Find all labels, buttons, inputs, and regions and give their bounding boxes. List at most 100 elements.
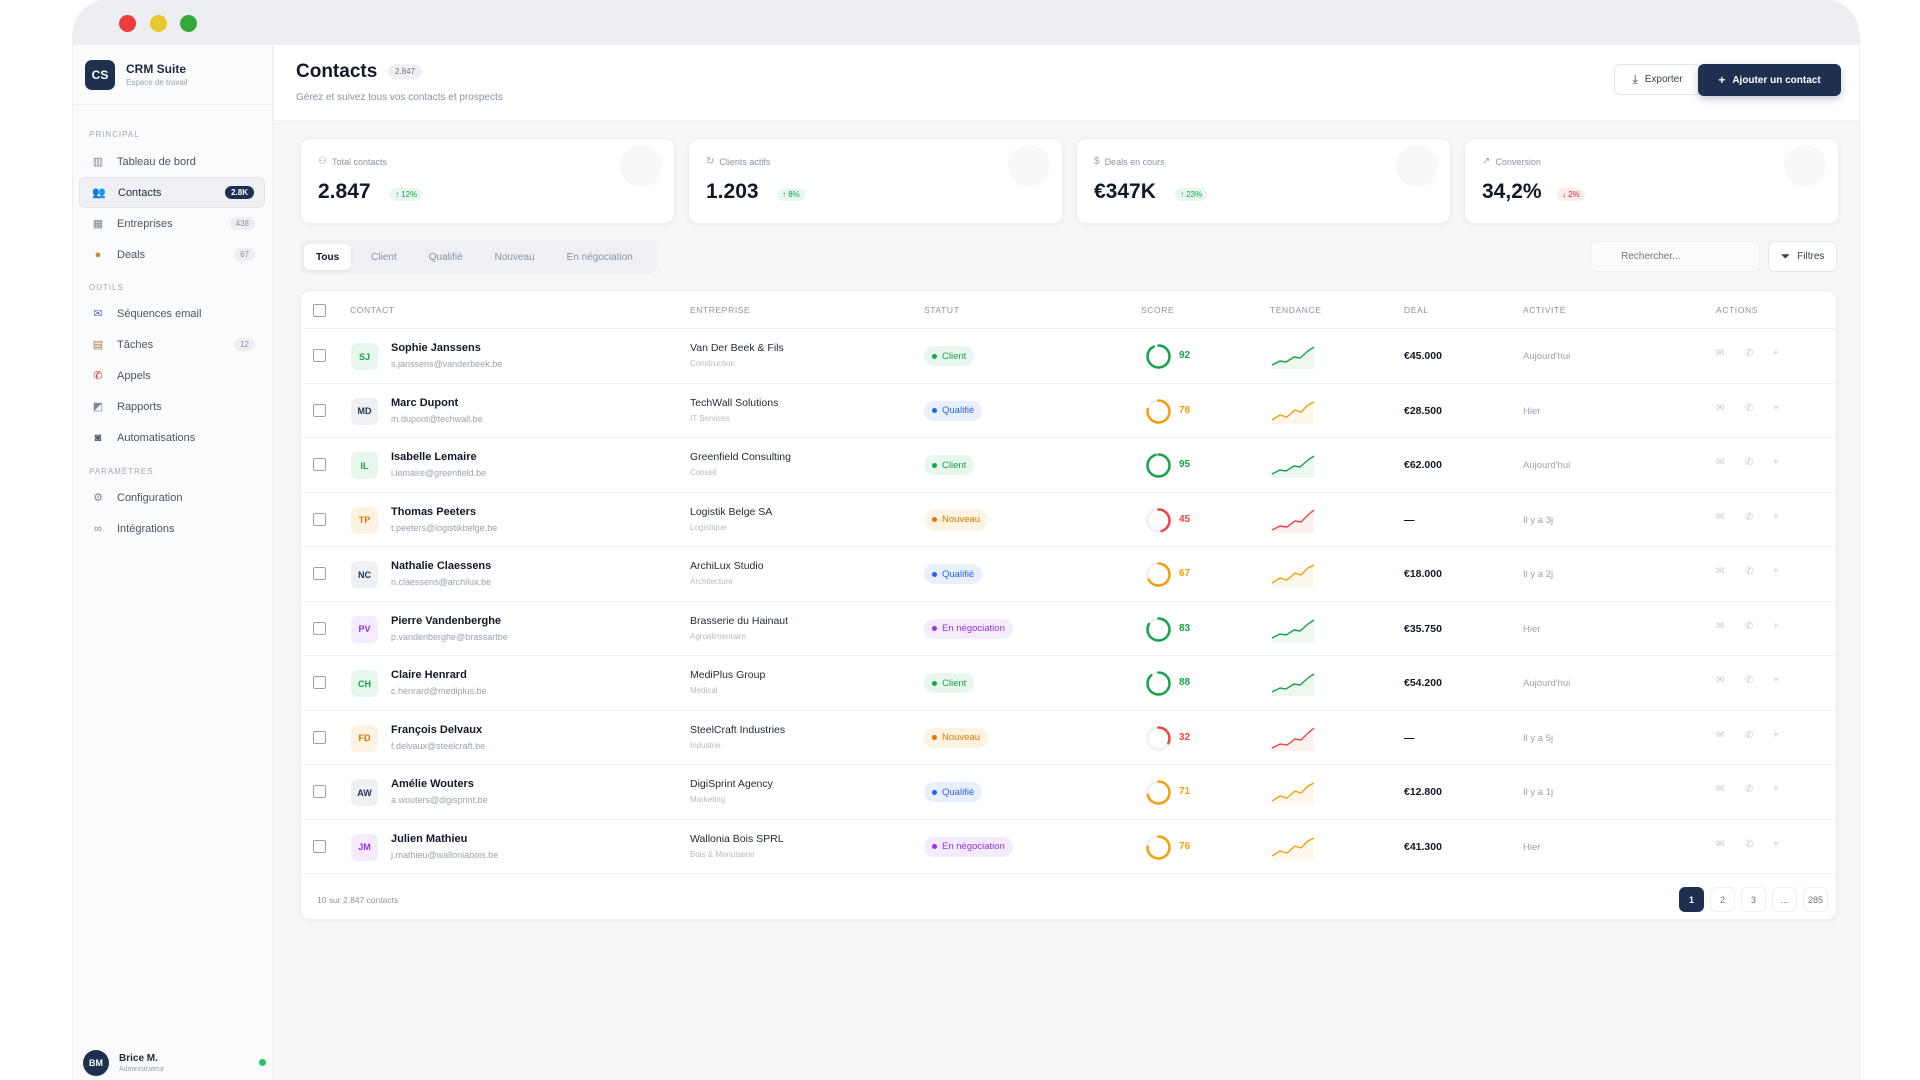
contact-name[interactable]: Amélie Wouters (391, 778, 474, 790)
tab-nouveau[interactable]: Nouveau (494, 251, 535, 263)
sidebar-item-integrations[interactable]: ∞ Intégrations (79, 513, 265, 544)
email-icon[interactable]: ✉ (1716, 784, 1725, 795)
table-row[interactable]: AW Amélie Wouters a.wouters@digisprint.b… (301, 765, 1836, 820)
row-checkbox[interactable] (313, 730, 326, 744)
table-row[interactable]: CH Claire Henrard c.henrard@mediplus.be … (301, 656, 1836, 711)
row-checkbox[interactable] (313, 567, 326, 580)
column-header-entreprise[interactable]: ENTREPRISE (690, 305, 751, 315)
page-1-button[interactable]: 1 (1679, 887, 1704, 912)
sidebar-item-rapports[interactable]: ◩ Rapports (79, 391, 265, 422)
company-name[interactable]: Wallonia Bois SPRL (690, 832, 784, 845)
table-row[interactable]: SJ Sophie Janssens s.janssens@vanderbeek… (301, 329, 1836, 384)
close-window-button[interactable] (119, 15, 136, 32)
phone-icon[interactable]: ✆ (1745, 675, 1754, 686)
row-checkbox[interactable] (313, 349, 326, 362)
sidebar-item-entreprises[interactable]: ▦ Entreprises 438 (79, 208, 265, 239)
company-name[interactable]: Greenfield Consulting (690, 451, 791, 463)
sidebar-item-contacts[interactable]: 👥 Contacts 2.8K (79, 177, 265, 208)
phone-icon[interactable]: ✆ (1745, 348, 1754, 359)
filters-button[interactable]: ⏷ Filtres (1768, 241, 1837, 272)
table-row[interactable]: MD Marc Dupont m.dupont@techwall.be Tech… (301, 384, 1836, 438)
phone-icon[interactable]: ✆ (1745, 457, 1754, 468)
phone-icon[interactable]: ✆ (1745, 620, 1754, 632)
email-icon[interactable]: ✉ (1716, 838, 1725, 850)
select-all-checkbox[interactable] (313, 304, 326, 317)
row-checkbox[interactable] (313, 839, 326, 853)
phone-icon[interactable]: ✆ (1745, 511, 1754, 523)
page-285-button[interactable]: 285 (1803, 887, 1828, 912)
company-name[interactable]: SteelCraft Industries (690, 723, 786, 736)
add-contact-button[interactable]: + Ajouter un contact (1698, 64, 1841, 96)
company-name[interactable]: Brasserie du Hainaut (690, 614, 789, 627)
more-icon[interactable]: + (1773, 511, 1779, 523)
contact-name[interactable]: Claire Henrard (391, 669, 467, 681)
sidebar-item-appels[interactable]: ✆ Appels (79, 360, 265, 391)
email-icon[interactable]: ✉ (1716, 511, 1725, 523)
table-row[interactable]: FD François Delvaux f.delvaux@steelcraft… (301, 711, 1836, 765)
phone-icon[interactable]: ✆ (1745, 402, 1754, 414)
sidebar-item-tableau-de-bord[interactable]: ▥ Tableau de bord (79, 146, 265, 177)
column-header-contact[interactable]: CONTACT (350, 305, 395, 315)
email-icon[interactable]: ✉ (1716, 457, 1725, 468)
row-checkbox[interactable] (313, 785, 326, 798)
table-row[interactable]: TP Thomas Peeters t.peeters@logistikbelg… (301, 493, 1836, 547)
contact-name[interactable]: Marc Dupont (391, 396, 459, 409)
company-name[interactable]: Van Der Beek & Fils (690, 342, 784, 354)
column-header-statut[interactable]: STATUT (924, 305, 960, 315)
email-icon[interactable]: ✉ (1716, 675, 1725, 686)
tab-en-negociation[interactable]: En négociation (566, 251, 633, 263)
phone-icon[interactable]: ✆ (1745, 838, 1754, 850)
more-icon[interactable]: + (1773, 348, 1779, 359)
row-checkbox[interactable] (313, 621, 326, 635)
table-row[interactable]: NC Nathalie Claessens n.claessens@archil… (301, 547, 1836, 602)
sidebar-item-automatisations[interactable]: ◙ Automatisations (79, 422, 265, 453)
search-input[interactable] (1590, 241, 1760, 272)
more-icon[interactable]: + (1773, 675, 1779, 686)
table-row[interactable]: PV Pierre Vandenberghe p.vandenberghe@br… (301, 602, 1836, 656)
company-name[interactable]: Logistik Belge SA (690, 505, 773, 518)
page-3-button[interactable]: 3 (1741, 887, 1766, 912)
tab-tous[interactable]: Tous (304, 244, 352, 270)
contact-name[interactable]: Sophie Janssens (391, 342, 481, 354)
contact-name[interactable]: Nathalie Claessens (391, 560, 492, 572)
row-checkbox[interactable] (313, 458, 326, 471)
more-icon[interactable]: + (1773, 457, 1779, 468)
row-checkbox[interactable] (313, 512, 326, 526)
more-icon[interactable]: + (1773, 784, 1779, 795)
company-name[interactable]: MediPlus Group (690, 669, 766, 681)
more-icon[interactable]: + (1773, 566, 1779, 577)
more-icon[interactable]: + (1773, 729, 1779, 741)
export-button[interactable]: ⤓ Exporter (1614, 64, 1701, 95)
minimize-window-button[interactable] (150, 15, 167, 32)
more-icon[interactable]: + (1773, 402, 1779, 414)
email-icon[interactable]: ✉ (1716, 620, 1725, 632)
table-row[interactable]: JM Julien Mathieu j.mathieu@walloniabois… (301, 820, 1836, 874)
contact-name[interactable]: François Delvaux (391, 723, 483, 736)
email-icon[interactable]: ✉ (1716, 566, 1725, 577)
column-header-tendance[interactable]: TENDANCE (1270, 305, 1322, 315)
company-name[interactable]: DigiSprint Agency (690, 778, 773, 790)
row-checkbox[interactable] (313, 403, 326, 417)
phone-icon[interactable]: ✆ (1745, 729, 1754, 741)
page-2-button[interactable]: 2 (1710, 887, 1735, 912)
more-icon[interactable]: + (1773, 620, 1779, 632)
phone-icon[interactable]: ✆ (1745, 566, 1754, 577)
contact-name[interactable]: Julien Mathieu (391, 832, 468, 845)
more-icon[interactable]: + (1773, 838, 1779, 850)
maximize-window-button[interactable] (180, 15, 197, 32)
contact-name[interactable]: Isabelle Lemaire (391, 451, 477, 463)
company-name[interactable]: TechWall Solutions (690, 396, 779, 409)
email-icon[interactable]: ✉ (1716, 402, 1725, 414)
sidebar-item-deals[interactable]: ● Deals 67 (79, 239, 265, 270)
tab-qualifie[interactable]: Qualifié (428, 251, 463, 263)
company-name[interactable]: ArchiLux Studio (690, 560, 764, 572)
email-icon[interactable]: ✉ (1716, 729, 1725, 741)
user-profile[interactable]: BM Brice M. Administrateur (83, 1050, 266, 1076)
table-row[interactable]: IL Isabelle Lemaire i.lemaire@greenfield… (301, 438, 1836, 493)
sidebar-item-taches[interactable]: ▤ Tâches 12 (79, 329, 265, 360)
email-icon[interactable]: ✉ (1716, 348, 1725, 359)
contact-name[interactable]: Pierre Vandenberghe (391, 614, 502, 627)
sidebar-item-sequences-email[interactable]: ✉ Séquences email (79, 298, 265, 329)
contact-name[interactable]: Thomas Peeters (391, 505, 476, 518)
row-checkbox[interactable] (313, 676, 326, 689)
